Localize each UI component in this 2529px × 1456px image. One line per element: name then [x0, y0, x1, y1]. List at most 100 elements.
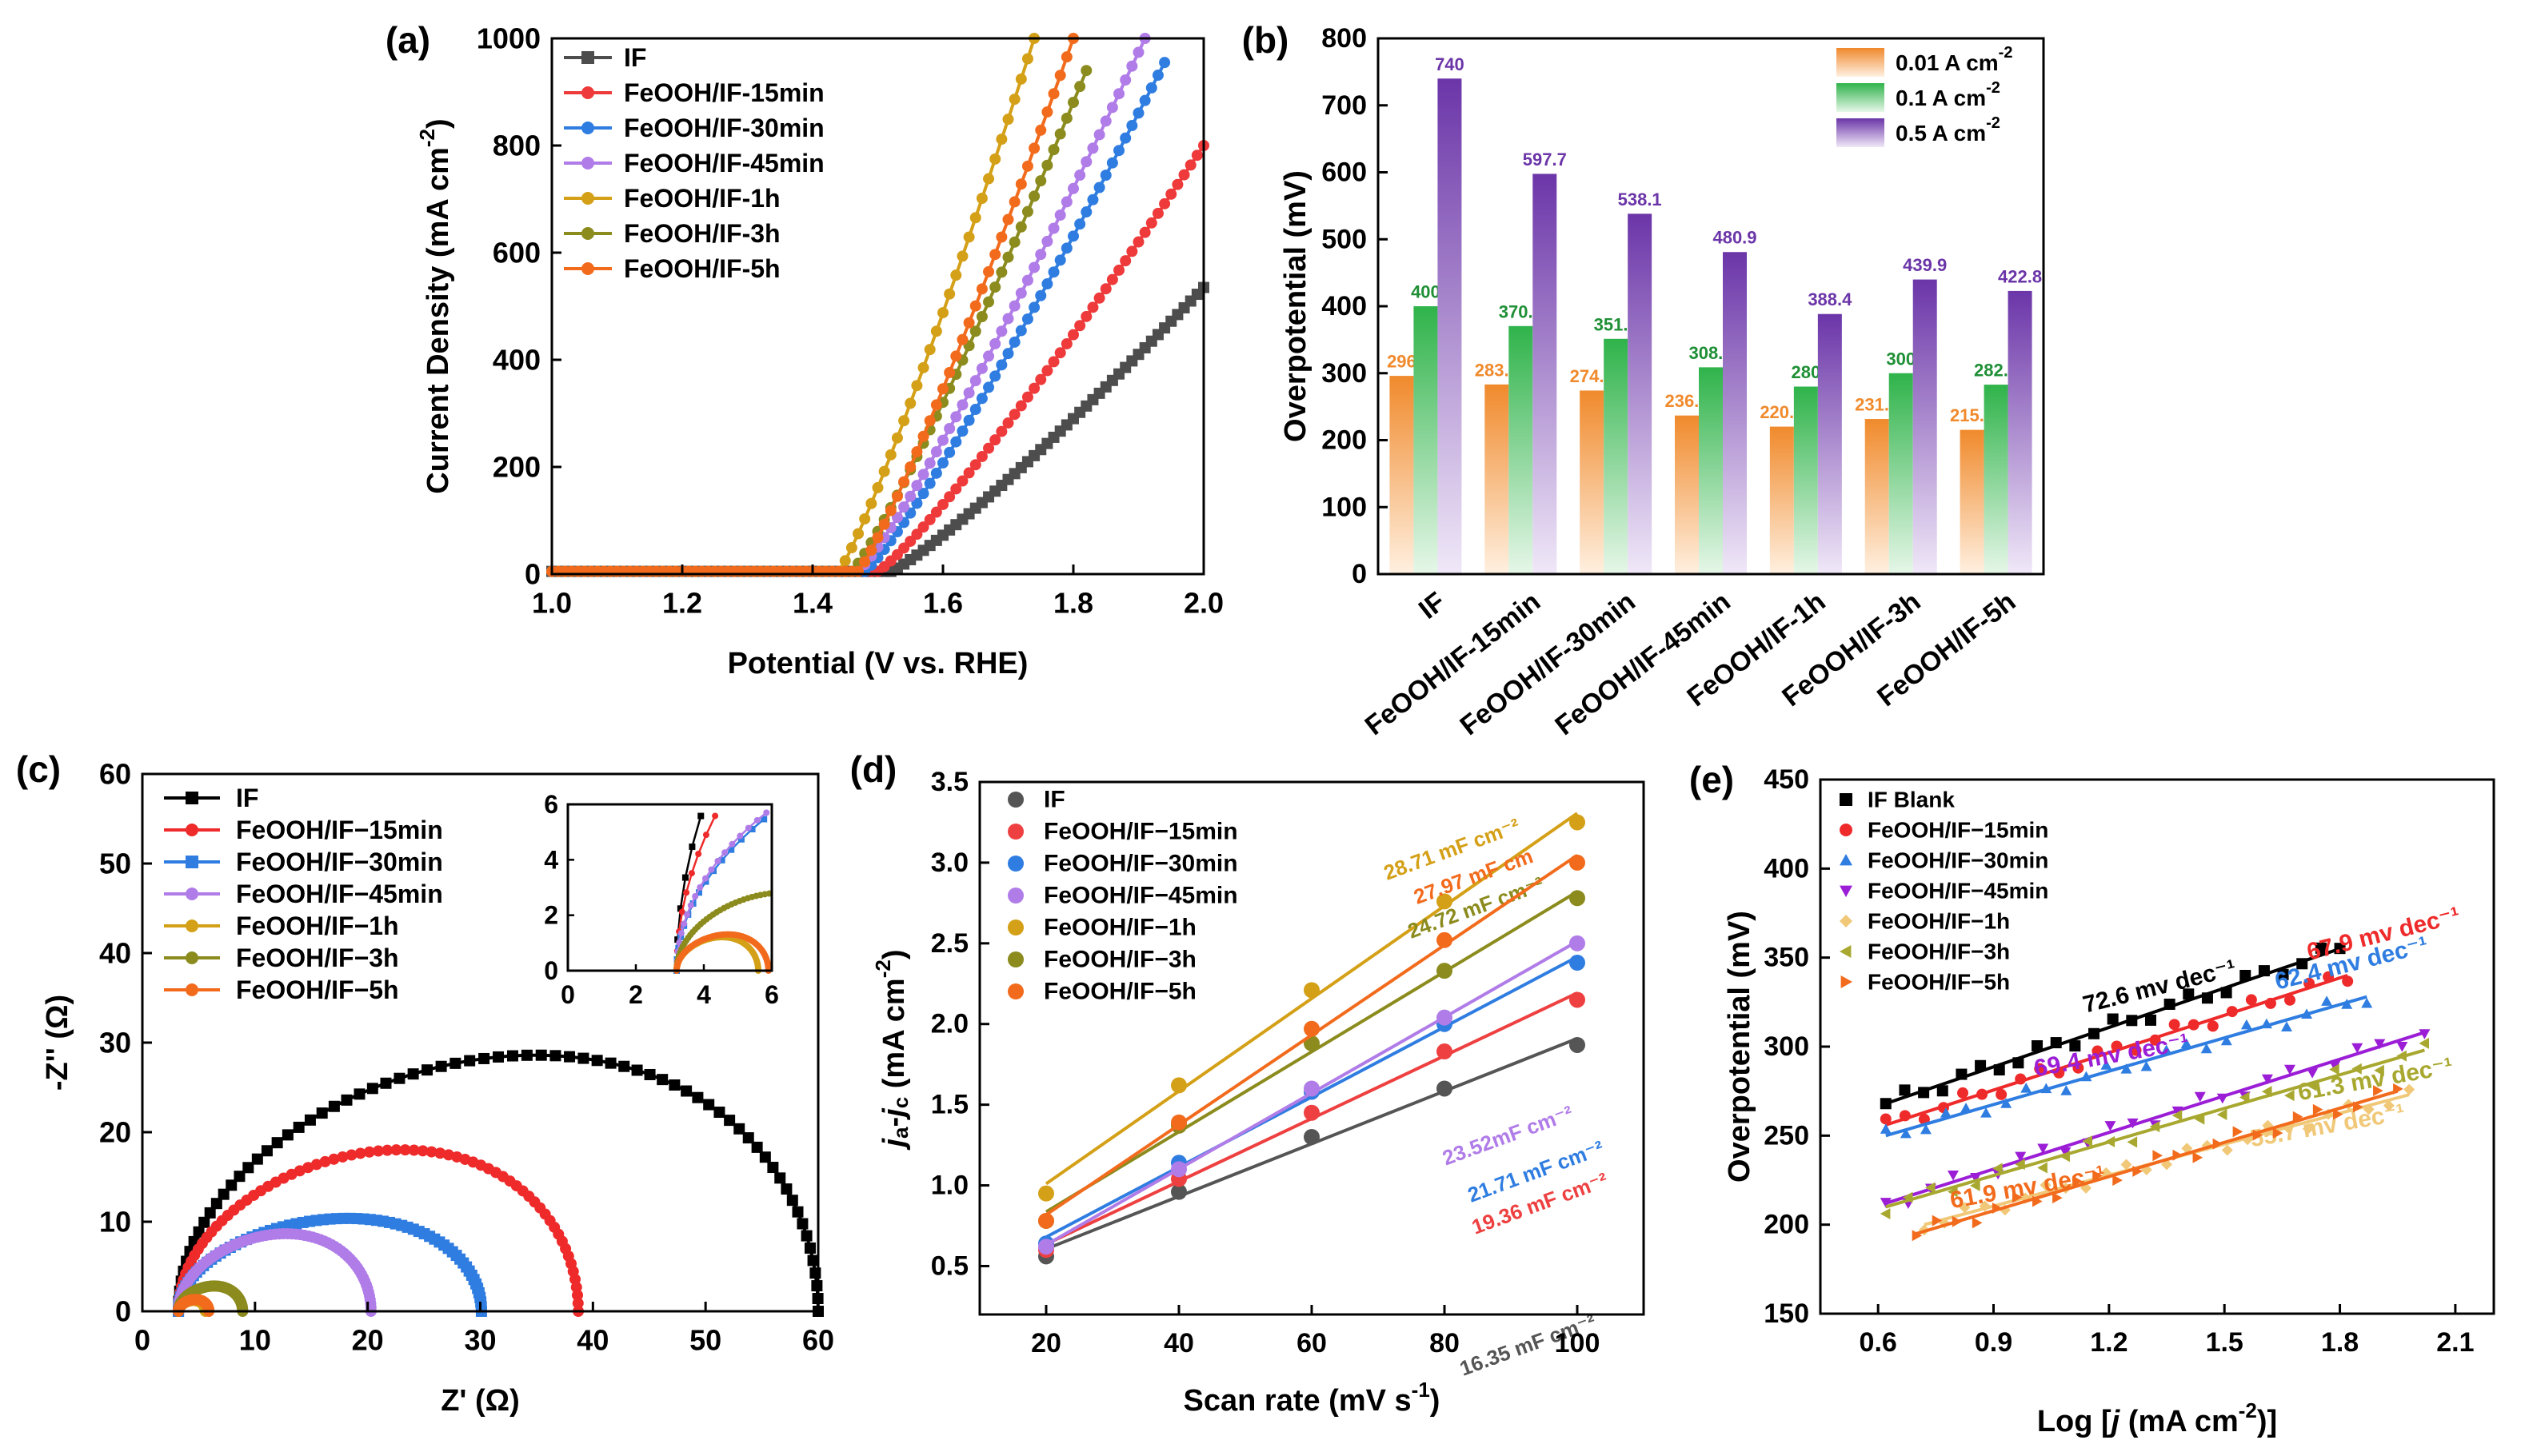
legend-marker — [581, 262, 594, 275]
slope-annotation: 55.7 mv dec⁻¹ — [2248, 1099, 2407, 1153]
legend-label: 0.1 A cm-2 — [1896, 79, 2000, 110]
data-point — [1021, 205, 1033, 217]
data-point — [399, 1144, 411, 1156]
data-point — [434, 1147, 446, 1159]
data-point — [885, 505, 897, 517]
data-point — [2361, 997, 2373, 1008]
y-tick-label: 1000 — [477, 22, 541, 55]
data-point — [261, 1145, 273, 1157]
x-tick-label: 20 — [1031, 1328, 1061, 1358]
data-point — [1068, 329, 1079, 341]
data-point — [302, 1162, 314, 1174]
data-point — [1002, 417, 1014, 429]
legend-marker — [581, 86, 594, 99]
data-point — [2363, 1103, 2375, 1115]
y-tick-label: 300 — [1321, 358, 1367, 389]
data-point — [1035, 249, 1047, 261]
legend-label: FeOOH/IF-45min — [624, 149, 825, 178]
data-point — [2015, 1073, 2027, 1085]
data-point — [2088, 1027, 2100, 1039]
data-point — [2060, 1147, 2072, 1158]
data-point — [644, 1068, 656, 1080]
data-point — [328, 1153, 340, 1165]
legend-label: FeOOH/IF−1h — [236, 911, 399, 940]
data-point — [549, 1050, 561, 1062]
data-point — [1041, 106, 1053, 118]
data-point — [2032, 1195, 2043, 1207]
data-point — [2239, 970, 2251, 982]
data-point — [1880, 1198, 1892, 1208]
data-point — [2060, 1151, 2070, 1163]
data-point — [767, 1162, 779, 1174]
data-point — [1021, 53, 1033, 65]
data-point — [1068, 182, 1079, 194]
data-point — [2130, 1044, 2142, 1056]
panel-label: (c) — [16, 748, 61, 790]
data-point — [1569, 890, 1585, 907]
inset-x-tick-label: 4 — [697, 980, 711, 1009]
data-point — [251, 1153, 263, 1165]
data-point — [1074, 81, 1086, 93]
data-point — [807, 1255, 819, 1267]
y-tick-label: 50 — [99, 848, 131, 880]
bar — [1580, 390, 1604, 574]
data-point — [950, 350, 962, 362]
panel-d-cdl-chart: 16.35 mF cm⁻²19.36 mF cm⁻²21.71 mF cm⁻²2… — [850, 748, 1645, 1418]
data-point — [1015, 287, 1027, 299]
x-axis-title: Z' (Ω) — [441, 1384, 520, 1418]
legend-marker — [581, 227, 594, 240]
label-part: 0.5 A cm — [1896, 121, 1986, 146]
data-point — [1100, 115, 1112, 127]
data-point — [898, 415, 910, 427]
data-point — [944, 288, 956, 300]
data-point — [1959, 1202, 1971, 1214]
data-point — [703, 1099, 715, 1111]
y-tick-label: 600 — [1321, 158, 1367, 188]
data-point — [2192, 1151, 2203, 1163]
data-point — [950, 411, 962, 423]
data-point — [1015, 73, 1027, 85]
data-point — [1171, 1077, 1187, 1094]
data-point — [891, 490, 903, 502]
data-point — [1081, 206, 1093, 218]
data-point — [924, 513, 936, 525]
data-point — [373, 1145, 385, 1157]
data-point — [774, 1172, 786, 1184]
bar — [1960, 429, 1984, 574]
legend-label: FeOOH/IF−15min — [236, 816, 443, 844]
legend-label: FeOOH/IF−45min — [236, 880, 443, 908]
data-point — [917, 469, 929, 481]
label-part: )] — [2257, 1405, 2277, 1438]
inset-data-point — [687, 902, 694, 909]
data-point — [408, 1144, 420, 1156]
data-point — [853, 565, 865, 577]
data-point — [924, 415, 936, 427]
data-point — [1304, 1129, 1320, 1145]
data-point — [996, 231, 1008, 243]
y-tick-label: 500 — [1321, 224, 1367, 254]
data-point — [786, 1195, 798, 1207]
y-tick-label: 600 — [493, 237, 541, 269]
x-tick-label: 80 — [1429, 1328, 1460, 1358]
data-point — [878, 518, 890, 530]
data-point — [2240, 1019, 2252, 1030]
inset-data-point — [684, 911, 691, 918]
data-point — [1015, 221, 1027, 233]
data-point — [1100, 283, 1112, 295]
bar-value-label: 300 — [1886, 349, 1916, 369]
bar-value-label: 422.8 — [1998, 266, 2042, 286]
data-point — [969, 375, 981, 387]
data-point — [2419, 1037, 2429, 1049]
legend-label: FeOOH/IF−45min — [1868, 879, 2048, 904]
data-point — [1068, 230, 1079, 242]
data-point — [1021, 391, 1033, 403]
data-point — [1880, 1113, 1892, 1125]
data-point — [631, 1064, 643, 1076]
bar — [2008, 290, 2032, 574]
label-part: -2 — [2239, 1398, 2257, 1422]
legend-marker — [581, 122, 594, 134]
data-point — [390, 1144, 402, 1156]
data-point — [989, 153, 1001, 165]
data-point — [1029, 382, 1041, 394]
data-point — [801, 1230, 813, 1242]
